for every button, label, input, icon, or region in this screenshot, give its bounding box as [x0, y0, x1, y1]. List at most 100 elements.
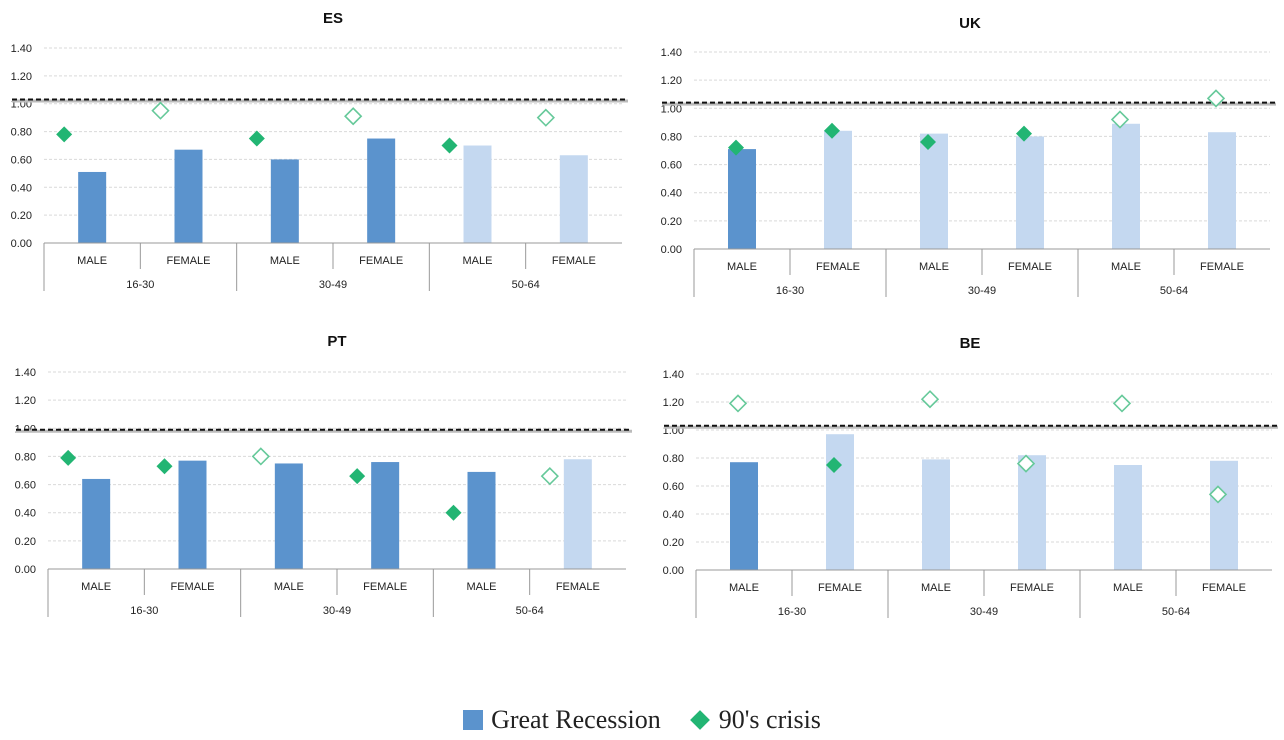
diamond-marker	[441, 137, 458, 154]
x-group-label: 16-30	[126, 279, 154, 291]
diamond-marker	[248, 130, 265, 147]
diamond-marker	[536, 108, 555, 127]
y-tick-label: 0.80	[15, 451, 36, 463]
x-group-label: 30-49	[323, 605, 351, 617]
x-group-label: 50-64	[1160, 285, 1188, 297]
x-tick-label: FEMALE	[1010, 582, 1054, 594]
diamond-marker	[920, 134, 936, 151]
y-tick-label: 0.60	[15, 480, 36, 492]
x-tick-label: FEMALE	[1200, 261, 1244, 273]
legend-label-90s-crisis: 90's crisis	[718, 705, 821, 734]
bar	[274, 463, 303, 569]
bar	[1016, 136, 1044, 249]
bar	[1112, 123, 1140, 249]
diamond-marker	[728, 139, 744, 156]
x-tick-label: MALE	[77, 255, 107, 267]
bar	[1208, 132, 1236, 249]
bar	[367, 138, 396, 243]
x-group-label: 50-64	[512, 279, 540, 291]
y-tick-label: 0.40	[11, 182, 32, 194]
figure: ES 0.00 0.20 0.40 0.60 0.80 1.00 1.20 1.40 MALE FE…	[11, 10, 1278, 618]
y-tick-label: 0.40	[15, 508, 36, 520]
x-tick-label: MALE	[274, 581, 304, 593]
y-tick-label: 1.00	[661, 103, 682, 115]
y-tick-label: 0.40	[661, 188, 682, 200]
diamond-marker	[728, 394, 748, 413]
y-tick-label: 0.20	[661, 216, 682, 228]
bar	[467, 471, 496, 569]
y-tick-label: 1.40	[15, 367, 36, 379]
bar	[178, 460, 207, 569]
diamond-marker	[445, 504, 462, 521]
legend-diamond-swatch	[689, 710, 710, 730]
diamond-marker	[1016, 454, 1036, 473]
y-tick-label: 0.20	[11, 210, 32, 222]
x-group-label: 30-49	[319, 279, 347, 291]
y-tick-label: 1.20	[661, 75, 682, 87]
legend: Great Recession 90's crisis	[0, 700, 1284, 740]
diamond-marker	[56, 126, 73, 143]
y-tick-label: 0.80	[11, 127, 32, 139]
x-group-label: 30-49	[968, 285, 996, 297]
x-tick-label: FEMALE	[556, 581, 600, 593]
diamond-marker	[1206, 89, 1226, 108]
bar	[826, 434, 854, 570]
bar	[1114, 465, 1142, 570]
y-tick-label: 1.20	[15, 395, 36, 407]
y-tick-label: 1.20	[663, 397, 684, 409]
x-group-label: 30-49	[970, 606, 998, 618]
chart-title: ES	[323, 10, 343, 27]
y-tick-label: 0.20	[15, 536, 36, 548]
x-tick-label: MALE	[81, 581, 111, 593]
x-tick-label: FEMALE	[170, 581, 214, 593]
bar	[270, 159, 299, 243]
diamond-marker	[151, 101, 170, 120]
y-tick-label: 0.00	[661, 244, 682, 256]
x-tick-label: FEMALE	[363, 581, 407, 593]
diamond-marker	[540, 466, 559, 486]
x-tick-label: MALE	[467, 581, 497, 593]
y-tick-label: 0.00	[663, 565, 684, 577]
chart-title: BE	[960, 335, 981, 352]
bar	[1210, 460, 1238, 570]
bar	[728, 149, 756, 249]
diamond-marker	[1208, 485, 1228, 504]
y-tick-label: 0.20	[663, 537, 684, 549]
chart-title: PT	[327, 333, 346, 350]
diamond-marker	[251, 447, 270, 466]
bar	[371, 462, 400, 569]
diamond-marker	[156, 458, 173, 475]
x-tick-label: MALE	[919, 261, 949, 273]
legend-item-90s-crisis: 90's crisis	[689, 705, 821, 735]
x-tick-label: FEMALE	[818, 582, 862, 594]
x-tick-label: MALE	[1113, 582, 1143, 594]
x-tick-label: FEMALE	[1202, 582, 1246, 594]
chart-title: UK	[959, 15, 981, 32]
y-tick-label: 0.00	[11, 238, 32, 250]
diamond-marker	[920, 390, 940, 409]
chart-panel-pt: PT0.000.200.400.600.801.001.201.40MALEFE…	[15, 333, 632, 617]
x-tick-label: MALE	[1111, 261, 1141, 273]
y-tick-label: 0.40	[663, 509, 684, 521]
diamond-marker	[826, 457, 842, 473]
bar	[78, 171, 107, 243]
diamond-marker	[1110, 110, 1130, 129]
x-tick-label: MALE	[921, 582, 951, 594]
legend-bar-swatch	[463, 710, 484, 730]
x-tick-label: MALE	[463, 255, 493, 267]
x-group-label: 16-30	[130, 605, 158, 617]
y-tick-label: 0.00	[15, 564, 36, 576]
y-tick-label: 1.40	[661, 47, 682, 59]
y-tick-label: 1.40	[11, 43, 32, 55]
x-tick-label: FEMALE	[1008, 261, 1052, 273]
diamond-marker	[344, 107, 363, 126]
diamond-marker	[1112, 394, 1132, 413]
x-tick-label: MALE	[729, 582, 759, 594]
diamond-marker	[60, 449, 77, 466]
y-tick-label: 1.20	[11, 71, 32, 83]
y-tick-label: 0.60	[661, 160, 682, 172]
y-tick-label: 0.60	[11, 154, 32, 166]
diamond-marker	[824, 122, 840, 139]
bar	[920, 133, 948, 249]
